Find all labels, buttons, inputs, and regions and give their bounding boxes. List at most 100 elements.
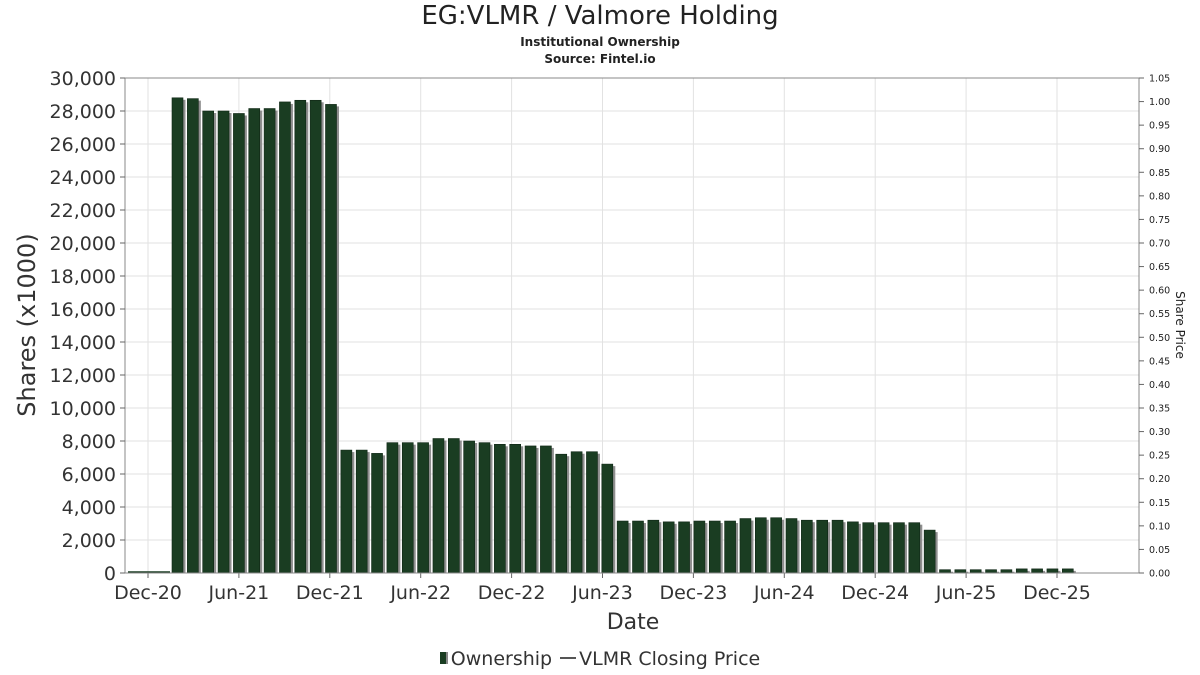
ownership-bar: [401, 442, 414, 574]
ownership-bar: [754, 517, 767, 574]
x-tick-label: Jun-25: [935, 582, 997, 604]
y-tick-label: 18,000: [50, 266, 116, 288]
ownership-bar: [555, 453, 568, 574]
y2-tick-label: 0.70: [1149, 239, 1170, 250]
ownership-bar: [355, 449, 368, 574]
y-tick-label: 8,000: [62, 431, 116, 453]
ownership-bar: [540, 445, 552, 574]
y2-tick-label: 0.00: [1149, 569, 1170, 580]
ownership-bar: [893, 522, 905, 574]
ownership-bar: [647, 519, 660, 574]
y-tick-label: 12,000: [50, 365, 116, 387]
legend-swatch-ownership: [439, 651, 448, 664]
y2-tick-label: 0.60: [1149, 286, 1170, 297]
y2-tick-label: 0.80: [1149, 191, 1170, 202]
ownership-bar: [570, 451, 583, 574]
ownership-bar: [801, 519, 813, 574]
y2-tick-label: 0.45: [1149, 356, 1170, 367]
ownership-bar: [463, 440, 475, 574]
ownership-bar: [1031, 568, 1043, 574]
ownership-bar: [678, 521, 690, 574]
y-tick-label: 22,000: [50, 200, 116, 222]
x-tick-label: Dec-22: [478, 582, 546, 604]
y2-tick-label: 0.85: [1149, 168, 1170, 179]
y2-tick-label: 0.25: [1149, 451, 1170, 462]
y2-tick-label: 1.05: [1149, 74, 1170, 85]
ownership-bar: [171, 97, 184, 574]
y2-tick-label: 0.75: [1149, 215, 1170, 226]
x-tick-label: Dec-24: [841, 582, 909, 604]
ownership-bar: [325, 104, 337, 574]
ownership-bar: [386, 442, 399, 574]
x-tick-label: Jun-21: [208, 582, 270, 604]
ownership-bar: [309, 99, 322, 574]
y2-tick-label: 0.50: [1149, 333, 1170, 344]
ownership-bar: [923, 529, 936, 574]
x-tick-label: Jun-22: [389, 582, 451, 604]
ownership-bar: [187, 98, 199, 574]
legend-item-closing-price[interactable]: VLMR Closing Price: [560, 648, 760, 670]
legend-item-ownership[interactable]: Ownership: [439, 648, 552, 670]
x-axis-title: Date: [607, 610, 660, 635]
ownership-bar: [1015, 568, 1028, 574]
ownership-bar: [601, 463, 614, 574]
y-tick-label: 0: [104, 563, 116, 585]
x-tick-label: Dec-23: [659, 582, 727, 604]
x-tick-label: Jun-23: [571, 582, 633, 604]
ownership-bar: [862, 522, 875, 574]
chart-subtitle-ownership: Institutional Ownership: [520, 35, 680, 49]
y2-tick-label: 0.35: [1149, 404, 1170, 415]
y2-tick-label: 0.10: [1149, 521, 1170, 532]
y2-tick-label: 0.55: [1149, 309, 1170, 320]
y2-tick-label: 0.20: [1149, 474, 1170, 485]
legend-label-closing-price: VLMR Closing Price: [579, 648, 761, 670]
ownership-bar: [248, 108, 261, 574]
ownership-bar: [371, 453, 383, 574]
ownership-bar: [233, 113, 245, 574]
y2-tick-label: 0.90: [1149, 144, 1170, 155]
plot-frame: [124, 77, 1140, 574]
ownership-bar: [509, 443, 522, 574]
y-tick-label: 10,000: [50, 398, 116, 420]
y-tick-label: 30,000: [50, 68, 116, 90]
y2-axis-title: Share Price: [1173, 291, 1187, 359]
ownership-bar: [662, 521, 675, 574]
y-tick-label: 26,000: [50, 134, 116, 156]
ownership-bar: [217, 110, 230, 574]
x-tick-label: Dec-25: [1023, 582, 1091, 604]
y2-tick-label: 0.40: [1149, 380, 1170, 391]
y2-tick-label: 0.15: [1149, 498, 1170, 509]
y2-tick-label: 0.05: [1149, 545, 1170, 556]
ownership-bar: [494, 443, 506, 574]
ownership-bar: [1046, 568, 1059, 574]
y-tick-label: 2,000: [62, 530, 116, 552]
y-tick-label: 20,000: [50, 233, 116, 255]
y-tick-label: 6,000: [62, 464, 116, 486]
ownership-bar: [417, 442, 429, 574]
ownership-bar: [770, 517, 782, 574]
y2-tick-label: 1.00: [1149, 97, 1170, 108]
legend-swatch-closing-price: [560, 656, 577, 659]
plot-area: [125, 78, 1139, 573]
y-axis-title: Shares (x1000): [13, 233, 41, 416]
ownership-bar: [340, 449, 353, 574]
ownership-bar: [202, 110, 214, 574]
ownership-bar: [708, 520, 721, 574]
y-tick-label: 14,000: [50, 332, 116, 354]
ownership-bar: [279, 101, 291, 574]
ownership-bar: [877, 522, 890, 574]
y2-tick-label: 0.30: [1149, 427, 1170, 438]
y2-tick-label: 0.95: [1149, 121, 1170, 132]
y-tick-label: 4,000: [62, 497, 116, 519]
x-tick-label: Dec-21: [296, 582, 364, 604]
ownership-bar: [616, 520, 629, 574]
ownership-bar: [524, 445, 537, 574]
ownership-bar: [831, 519, 844, 574]
ownership-bar: [908, 522, 921, 574]
chart-subtitle-source: Source: Fintel.io: [544, 52, 656, 66]
y-tick-label: 28,000: [50, 101, 116, 123]
y-tick-label: 24,000: [50, 167, 116, 189]
ownership-bar: [478, 442, 491, 574]
ownership-bar: [586, 451, 598, 574]
